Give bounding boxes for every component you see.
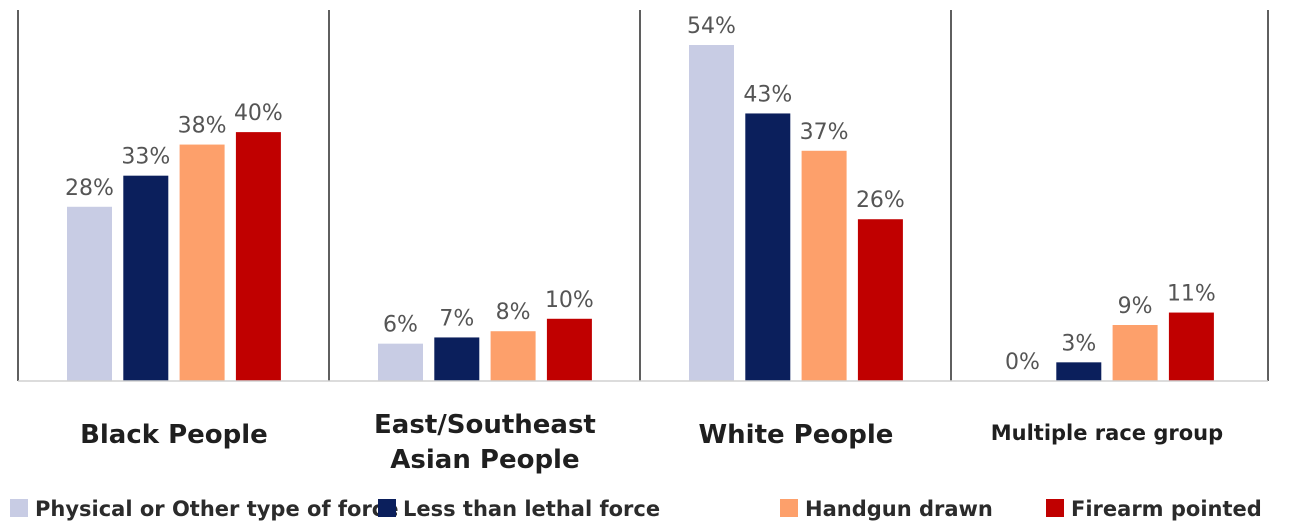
legend-swatch-3: [1046, 499, 1064, 517]
category-label-1-line-1: Asian People: [390, 445, 579, 475]
value-label-3-1: 3%: [1061, 331, 1096, 356]
bar-1-2: [490, 331, 536, 381]
bar-1-3: [546, 318, 592, 381]
value-label-3-0: 0%: [1005, 350, 1040, 375]
legend-label-3: Firearm pointed: [1071, 497, 1262, 521]
bar-0-3: [235, 132, 281, 381]
bar-3-1: [1056, 362, 1102, 381]
bar-0-0: [67, 206, 112, 381]
value-label-2-3: 26%: [856, 188, 905, 213]
value-label-0-0: 28%: [65, 176, 114, 201]
value-label-1-0: 6%: [383, 313, 418, 338]
value-label-2-2: 37%: [800, 120, 849, 145]
bar-2-2: [801, 150, 847, 381]
bar-1-1: [434, 337, 480, 381]
legend-label-2: Handgun drawn: [805, 497, 993, 521]
category-label-2-line-0: White People: [698, 420, 893, 450]
value-label-0-1: 33%: [121, 145, 170, 170]
category-label-0: Black People: [80, 420, 268, 450]
bar-3-3: [1168, 312, 1214, 381]
bar-2-1: [745, 113, 791, 381]
value-label-0-3: 40%: [234, 101, 283, 126]
legend: Physical or Other type of force Less than…: [10, 497, 1262, 521]
legend-swatch-0: [10, 499, 28, 517]
bar-1-0: [378, 343, 423, 381]
category-label-0-line-0: Black People: [80, 420, 268, 450]
bar-2-0: [689, 45, 734, 382]
value-label-0-2: 38%: [178, 114, 227, 139]
bars: [67, 45, 1214, 382]
bar-2-3: [857, 219, 903, 381]
bar-0-2: [179, 144, 225, 381]
legend-label-0: Physical or Other type of force: [35, 497, 399, 521]
category-label-1: East/Southeast Asian People: [374, 410, 596, 475]
category-label-3: Multiple race group: [991, 421, 1223, 445]
category-label-1-line-0: East/Southeast: [374, 410, 596, 440]
value-label-2-1: 43%: [743, 82, 792, 107]
value-label-3-3: 11%: [1167, 282, 1216, 307]
bar-0-1: [123, 175, 169, 381]
group-separators: [17, 10, 1269, 381]
legend-label-1: Less than lethal force: [403, 497, 660, 521]
value-label-2-0: 54%: [687, 14, 736, 39]
legend-swatch-2: [780, 499, 798, 517]
value-label-1-3: 10%: [545, 288, 594, 313]
bar-3-2: [1112, 325, 1158, 381]
value-label-3-2: 9%: [1118, 294, 1153, 319]
category-label-3-line-0: Multiple race group: [991, 421, 1223, 445]
category-labels: Black People East/Southeast Asian People Wh…: [80, 410, 1223, 475]
category-label-2: White People: [698, 420, 893, 450]
value-labels: 28% 33% 38% 40% 6% 7% 8% 10% 54% 43% 37% 26% 0% 3% 9% 1…: [65, 14, 1216, 375]
legend-swatch-1: [378, 499, 396, 517]
value-label-1-2: 8%: [496, 300, 531, 325]
value-label-1-1: 7%: [439, 306, 474, 331]
